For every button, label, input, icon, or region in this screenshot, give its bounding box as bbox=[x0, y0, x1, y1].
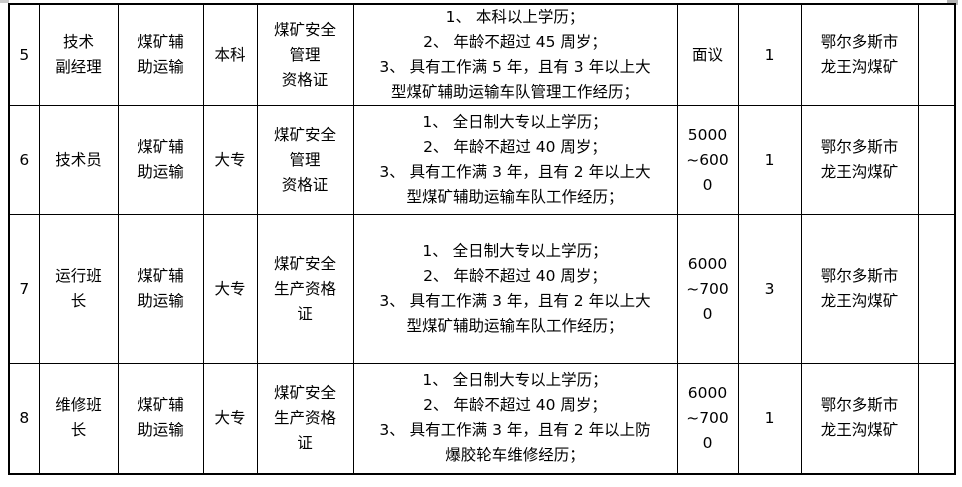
cell-requirements: 1、 全日制大专以上学历； 2、 年龄不超过 40 周岁； 3、 具有工作满 3… bbox=[352, 363, 678, 474]
cell-location: 鄂尔多斯市 龙王沟煤矿 bbox=[800, 363, 919, 474]
cell-certificate: 煤矿安全 生产资格 证 bbox=[256, 214, 354, 364]
screenshot-artifact-top-left bbox=[0, 0, 9, 3]
cell-education: 本科 bbox=[202, 3, 258, 106]
table-row: 5 技术 副经理 煤矿辅 助运输 本科 煤矿安全 管理 资格证 1、 本科以上学… bbox=[8, 3, 956, 106]
cell-job-title: 技术 副经理 bbox=[38, 3, 119, 106]
cell-note bbox=[917, 3, 956, 106]
cell-education: 大专 bbox=[202, 105, 258, 215]
cell-certificate: 煤矿安全 管理 资格证 bbox=[256, 3, 354, 106]
cell-requirements: 1、 全日制大专以上学历； 2、 年龄不超过 40 周岁； 3、 具有工作满 3… bbox=[352, 214, 678, 364]
cell-headcount: 1 bbox=[737, 3, 802, 106]
cell-job-title: 运行班 长 bbox=[38, 214, 119, 364]
cell-salary: 6000 ~700 0 bbox=[676, 363, 739, 474]
cell-department: 煤矿辅 助运输 bbox=[117, 3, 204, 106]
cell-row-number: 8 bbox=[8, 363, 40, 474]
cell-location: 鄂尔多斯市 龙王沟煤矿 bbox=[800, 105, 919, 215]
job-postings-table: 5 技术 副经理 煤矿辅 助运输 本科 煤矿安全 管理 资格证 1、 本科以上学… bbox=[8, 3, 956, 475]
cell-note bbox=[917, 105, 956, 215]
cell-salary: 面议 bbox=[676, 3, 739, 106]
cell-education: 大专 bbox=[202, 214, 258, 364]
cell-headcount: 1 bbox=[737, 363, 802, 474]
cell-job-title: 技术员 bbox=[38, 105, 119, 215]
table-row: 6 技术员 煤矿辅 助运输 大专 煤矿安全 管理 资格证 1、 全日制大专以上学… bbox=[8, 105, 956, 215]
cell-row-number: 6 bbox=[8, 105, 40, 215]
cell-education: 大专 bbox=[202, 363, 258, 474]
cell-row-number: 5 bbox=[8, 3, 40, 106]
cell-salary: 6000 ~700 0 bbox=[676, 214, 739, 364]
cell-note bbox=[917, 214, 956, 364]
cell-certificate: 煤矿安全 管理 资格证 bbox=[256, 105, 354, 215]
cell-headcount: 1 bbox=[737, 105, 802, 215]
cell-department: 煤矿辅 助运输 bbox=[117, 363, 204, 474]
cell-requirements: 1、 全日制大专以上学历； 2、 年龄不超过 40 周岁； 3、 具有工作满 3… bbox=[352, 105, 678, 215]
cell-location: 鄂尔多斯市 龙王沟煤矿 bbox=[800, 3, 919, 106]
cell-headcount: 3 bbox=[737, 214, 802, 364]
cell-certificate: 煤矿安全 生产资格 证 bbox=[256, 363, 354, 474]
cell-location: 鄂尔多斯市 龙王沟煤矿 bbox=[800, 214, 919, 364]
cell-salary: 5000 ~600 0 bbox=[676, 105, 739, 215]
cell-department: 煤矿辅 助运输 bbox=[117, 105, 204, 215]
cell-row-number: 7 bbox=[8, 214, 40, 364]
cell-requirements: 1、 本科以上学历； 2、 年龄不超过 45 周岁； 3、 具有工作满 5 年，… bbox=[352, 3, 678, 106]
cell-job-title: 维修班 长 bbox=[38, 363, 119, 474]
table-row: 7 运行班 长 煤矿辅 助运输 大专 煤矿安全 生产资格 证 1、 全日制大专以… bbox=[8, 214, 956, 364]
cell-note bbox=[917, 363, 956, 474]
screenshot-artifact-top-right bbox=[947, 0, 958, 5]
cell-department: 煤矿辅 助运输 bbox=[117, 214, 204, 364]
table-row: 8 维修班 长 煤矿辅 助运输 大专 煤矿安全 生产资格 证 1、 全日制大专以… bbox=[8, 363, 956, 474]
